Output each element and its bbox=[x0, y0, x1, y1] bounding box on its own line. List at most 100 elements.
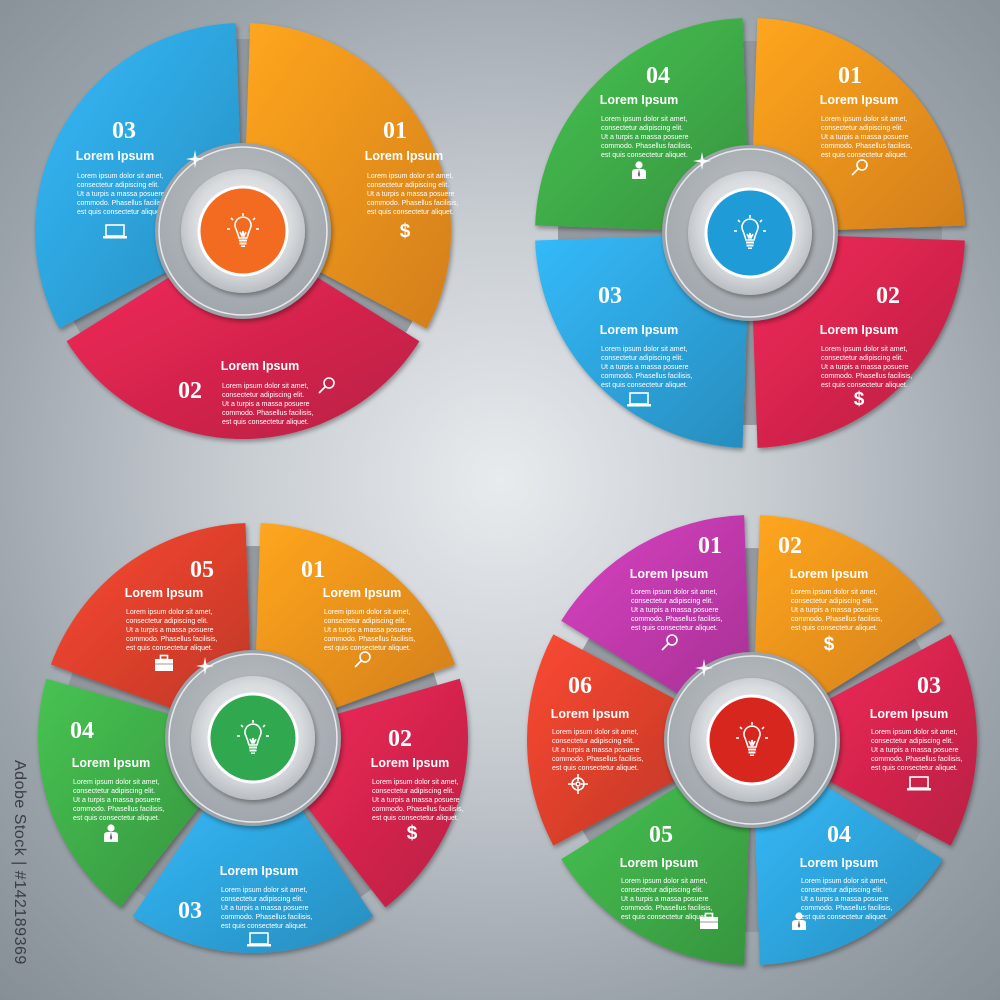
segment-body-line: Lorem ipsum dolor sit amet, bbox=[73, 779, 159, 786]
segment-shape bbox=[804, 634, 978, 846]
segment-body-line: consectetur adipiscing elit. bbox=[631, 598, 713, 605]
segment-body-line: Lorem ipsum dolor sit amet, bbox=[631, 589, 717, 596]
cycle-diagram-6-steps: 01 Lorem Ipsum Lorem ipsum dolor sit amet,… bbox=[527, 515, 978, 965]
segment-body-line: Ut a turpis a massa posuere bbox=[73, 797, 161, 804]
segment-body-line: est quis consectetur aliquet. bbox=[791, 625, 878, 632]
segment-title: Lorem Ipsum bbox=[365, 149, 444, 163]
laptop-icon bbox=[103, 224, 127, 239]
sparkle-icon bbox=[196, 657, 214, 675]
segment-body-line: est quis consectetur aliquet. bbox=[621, 914, 708, 921]
briefcase-icon bbox=[700, 912, 718, 929]
segment-number: 04 bbox=[646, 63, 670, 89]
segment-body-line: Ut a turpis a massa posuere bbox=[821, 134, 909, 141]
segment-body-line: consectetur adipiscing elit. bbox=[73, 788, 155, 795]
segment-03: 03 Lorem Ipsum Lorem ipsum dolor sit amet,… bbox=[132, 787, 374, 954]
segment-body-line: consectetur adipiscing elit. bbox=[372, 788, 454, 795]
segment-body-line: Lorem ipsum dolor sit amet, bbox=[791, 589, 877, 596]
segment-body-line: est quis consectetur aliquet. bbox=[221, 923, 308, 930]
segment-number: 06 bbox=[568, 673, 592, 699]
segment-body-line: Lorem ipsum dolor sit amet, bbox=[324, 609, 410, 616]
segment-number: 01 bbox=[838, 63, 862, 89]
segment-body-line: commodo. Phasellus facilisis, bbox=[221, 914, 312, 921]
segment-body-line: est quis consectetur aliquet. bbox=[367, 209, 454, 216]
target-icon bbox=[568, 774, 588, 794]
cycle-diagram-3-steps: 01 Lorem Ipsum Lorem ipsum dolor sit amet,… bbox=[34, 23, 458, 439]
dollar-icon: $ bbox=[400, 221, 411, 242]
person-icon bbox=[104, 824, 118, 842]
segment-body-line: consectetur adipiscing elit. bbox=[821, 125, 903, 132]
segment-body-line: commodo. Phasellus facilisis, bbox=[621, 905, 712, 912]
segment-body-line: commodo. Phasellus facilisis, bbox=[77, 200, 168, 207]
segment-body-line: est quis consectetur aliquet. bbox=[77, 209, 164, 216]
segment-03: 03 Lorem Ipsum Lorem ipsum dolor sit amet,… bbox=[34, 23, 241, 329]
segment-body-line: commodo. Phasellus facilisis, bbox=[372, 806, 463, 813]
segment-02: 02 Lorem Ipsum Lorem ipsum dolor sit amet,… bbox=[754, 515, 943, 709]
dollar-icon: $ bbox=[854, 389, 865, 410]
svg-text:$: $ bbox=[824, 634, 835, 655]
segment-title: Lorem Ipsum bbox=[820, 323, 899, 337]
segment-title: Lorem Ipsum bbox=[630, 567, 709, 581]
segment-number: 04 bbox=[70, 718, 94, 744]
magnifier-icon bbox=[354, 651, 371, 668]
segment-number: 01 bbox=[698, 533, 722, 559]
segment-body-line: commodo. Phasellus facilisis, bbox=[791, 616, 882, 623]
segment-body-line: Lorem ipsum dolor sit amet, bbox=[601, 346, 687, 353]
segment-body-line: Ut a turpis a massa posuere bbox=[801, 896, 889, 903]
segment-body-line: commodo. Phasellus facilisis, bbox=[821, 373, 912, 380]
segment-body-line: Ut a turpis a massa posuere bbox=[821, 364, 909, 371]
dollar-icon: $ bbox=[824, 634, 835, 655]
segment-number: 02 bbox=[778, 533, 802, 559]
segment-body-line: consectetur adipiscing elit. bbox=[367, 182, 449, 189]
segment-body-line: Ut a turpis a massa posuere bbox=[221, 905, 309, 912]
segment-title: Lorem Ipsum bbox=[371, 756, 450, 770]
segment-title: Lorem Ipsum bbox=[72, 756, 151, 770]
segment-title: Lorem Ipsum bbox=[620, 856, 699, 870]
segment-body-line: est quis consectetur aliquet. bbox=[601, 382, 688, 389]
briefcase-icon bbox=[155, 654, 173, 671]
segment-body-line: est quis consectetur aliquet. bbox=[73, 815, 160, 822]
segment-body-line: commodo. Phasellus facilisis, bbox=[367, 200, 458, 207]
segment-title: Lorem Ipsum bbox=[323, 586, 402, 600]
segment-body-line: consectetur adipiscing elit. bbox=[601, 125, 683, 132]
segment-body-line: est quis consectetur aliquet. bbox=[821, 382, 908, 389]
cycle-diagram-5-steps: 01 Lorem Ipsum Lorem ipsum dolor sit amet,… bbox=[38, 523, 468, 954]
segment-body-line: Ut a turpis a massa posuere bbox=[601, 364, 689, 371]
segment-number: 02 bbox=[876, 283, 900, 309]
segment-number: 02 bbox=[178, 378, 202, 404]
segment-03: 03 Lorem Ipsum Lorem ipsum dolor sit amet,… bbox=[804, 634, 978, 846]
segment-body-line: commodo. Phasellus facilisis, bbox=[871, 756, 962, 763]
segment-body-line: Lorem ipsum dolor sit amet, bbox=[871, 729, 957, 736]
segment-body-line: consectetur adipiscing elit. bbox=[222, 392, 304, 399]
sparkle-icon bbox=[693, 152, 711, 170]
segment-shape bbox=[561, 515, 750, 709]
light-bulb-icon bbox=[227, 213, 259, 247]
segment-body-line: Ut a turpis a massa posuere bbox=[621, 896, 709, 903]
segment-body-line: consectetur adipiscing elit. bbox=[801, 887, 883, 894]
segment-body-line: Lorem ipsum dolor sit amet, bbox=[222, 383, 308, 390]
segment-number: 05 bbox=[649, 822, 673, 848]
segment-body-line: Lorem ipsum dolor sit amet, bbox=[621, 878, 707, 885]
segment-body-line: Lorem ipsum dolor sit amet, bbox=[821, 116, 907, 123]
segment-title: Lorem Ipsum bbox=[221, 359, 300, 373]
segment-body-line: Ut a turpis a massa posuere bbox=[126, 627, 214, 634]
segment-body-line: est quis consectetur aliquet. bbox=[372, 815, 459, 822]
segment-body-line: Ut a turpis a massa posuere bbox=[324, 627, 412, 634]
segment-body-line: Lorem ipsum dolor sit amet, bbox=[801, 878, 887, 885]
segment-01: 01 Lorem Ipsum Lorem ipsum dolor sit amet,… bbox=[561, 515, 750, 709]
segment-shape bbox=[527, 634, 700, 846]
segment-shape bbox=[132, 787, 374, 954]
segment-title: Lorem Ipsum bbox=[600, 93, 679, 107]
cycle-diagram-4-steps: 01 Lorem Ipsum Lorem ipsum dolor sit amet,… bbox=[535, 18, 965, 448]
segment-title: Lorem Ipsum bbox=[220, 864, 299, 878]
segment-body-line: commodo. Phasellus facilisis, bbox=[801, 905, 892, 912]
light-bulb-icon bbox=[237, 720, 269, 754]
segment-body-line: Ut a turpis a massa posuere bbox=[552, 747, 640, 754]
segment-title: Lorem Ipsum bbox=[790, 567, 869, 581]
segment-number: 03 bbox=[598, 283, 622, 309]
segment-body-line: Ut a turpis a massa posuere bbox=[372, 797, 460, 804]
laptop-icon bbox=[907, 776, 931, 791]
segment-body-line: Lorem ipsum dolor sit amet, bbox=[821, 346, 907, 353]
segment-body-line: Ut a turpis a massa posuere bbox=[871, 747, 959, 754]
segment-body-line: Lorem ipsum dolor sit amet, bbox=[77, 173, 163, 180]
